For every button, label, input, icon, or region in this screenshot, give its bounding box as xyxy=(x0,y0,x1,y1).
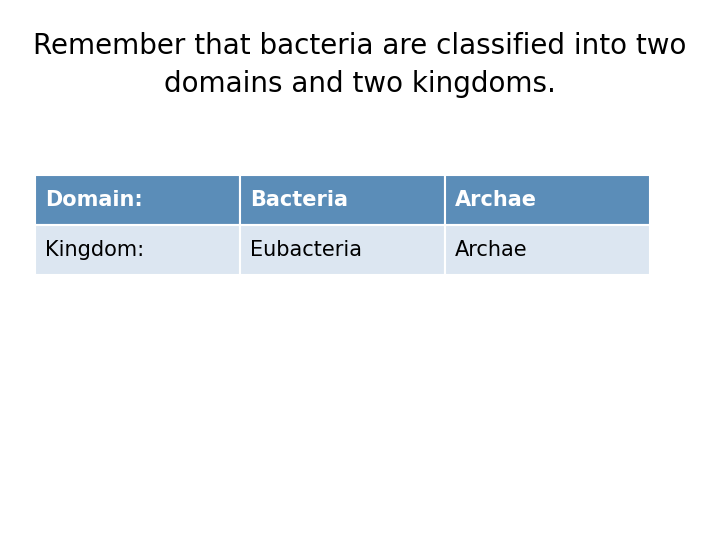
Bar xyxy=(35,225,240,275)
Bar xyxy=(35,175,240,225)
Text: Eubacteria: Eubacteria xyxy=(250,240,362,260)
Text: Domain:: Domain: xyxy=(45,190,143,210)
Bar xyxy=(240,175,445,225)
Text: Remember that bacteria are classified into two
domains and two kingdoms.: Remember that bacteria are classified in… xyxy=(33,32,687,98)
Text: Archae: Archae xyxy=(455,240,528,260)
Bar xyxy=(445,175,650,225)
Text: Kingdom:: Kingdom: xyxy=(45,240,144,260)
Text: Archae: Archae xyxy=(455,190,537,210)
Bar xyxy=(445,225,650,275)
Text: Bacteria: Bacteria xyxy=(250,190,348,210)
Bar xyxy=(240,225,445,275)
